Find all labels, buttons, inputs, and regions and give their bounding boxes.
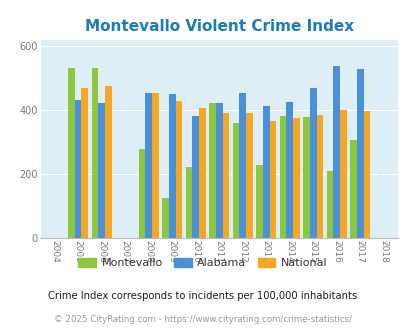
Bar <box>98 104 105 238</box>
Legend: Montevallo, Alabama, National: Montevallo, Alabama, National <box>74 253 331 272</box>
Bar <box>316 115 322 238</box>
Bar <box>185 167 192 238</box>
Bar <box>209 103 215 238</box>
Bar <box>105 85 111 238</box>
Bar <box>286 102 292 238</box>
Bar <box>192 116 198 238</box>
Bar <box>279 115 286 238</box>
Bar <box>350 140 356 238</box>
Bar <box>292 118 299 238</box>
Bar <box>215 104 222 238</box>
Bar <box>145 93 151 238</box>
Bar <box>222 113 228 238</box>
Bar <box>198 108 205 238</box>
Bar <box>326 172 333 238</box>
Bar <box>262 106 269 238</box>
Bar <box>162 198 168 238</box>
Text: Crime Index corresponds to incidents per 100,000 inhabitants: Crime Index corresponds to incidents per… <box>48 291 357 301</box>
Bar <box>139 149 145 238</box>
Bar <box>151 93 158 238</box>
Bar <box>339 110 346 238</box>
Bar <box>75 100 81 238</box>
Bar <box>175 101 182 238</box>
Bar <box>303 117 309 238</box>
Bar <box>245 113 252 238</box>
Bar <box>356 69 362 238</box>
Text: © 2025 CityRating.com - https://www.cityrating.com/crime-statistics/: © 2025 CityRating.com - https://www.city… <box>54 315 351 324</box>
Bar <box>362 111 369 238</box>
Bar <box>92 68 98 238</box>
Bar <box>333 66 339 238</box>
Bar <box>232 123 239 238</box>
Title: Montevallo Violent Crime Index: Montevallo Violent Crime Index <box>85 19 353 34</box>
Bar <box>168 94 175 238</box>
Bar <box>256 165 262 238</box>
Bar <box>81 87 88 238</box>
Bar <box>68 68 75 238</box>
Bar <box>309 88 316 238</box>
Bar <box>269 121 275 238</box>
Bar <box>239 93 245 238</box>
